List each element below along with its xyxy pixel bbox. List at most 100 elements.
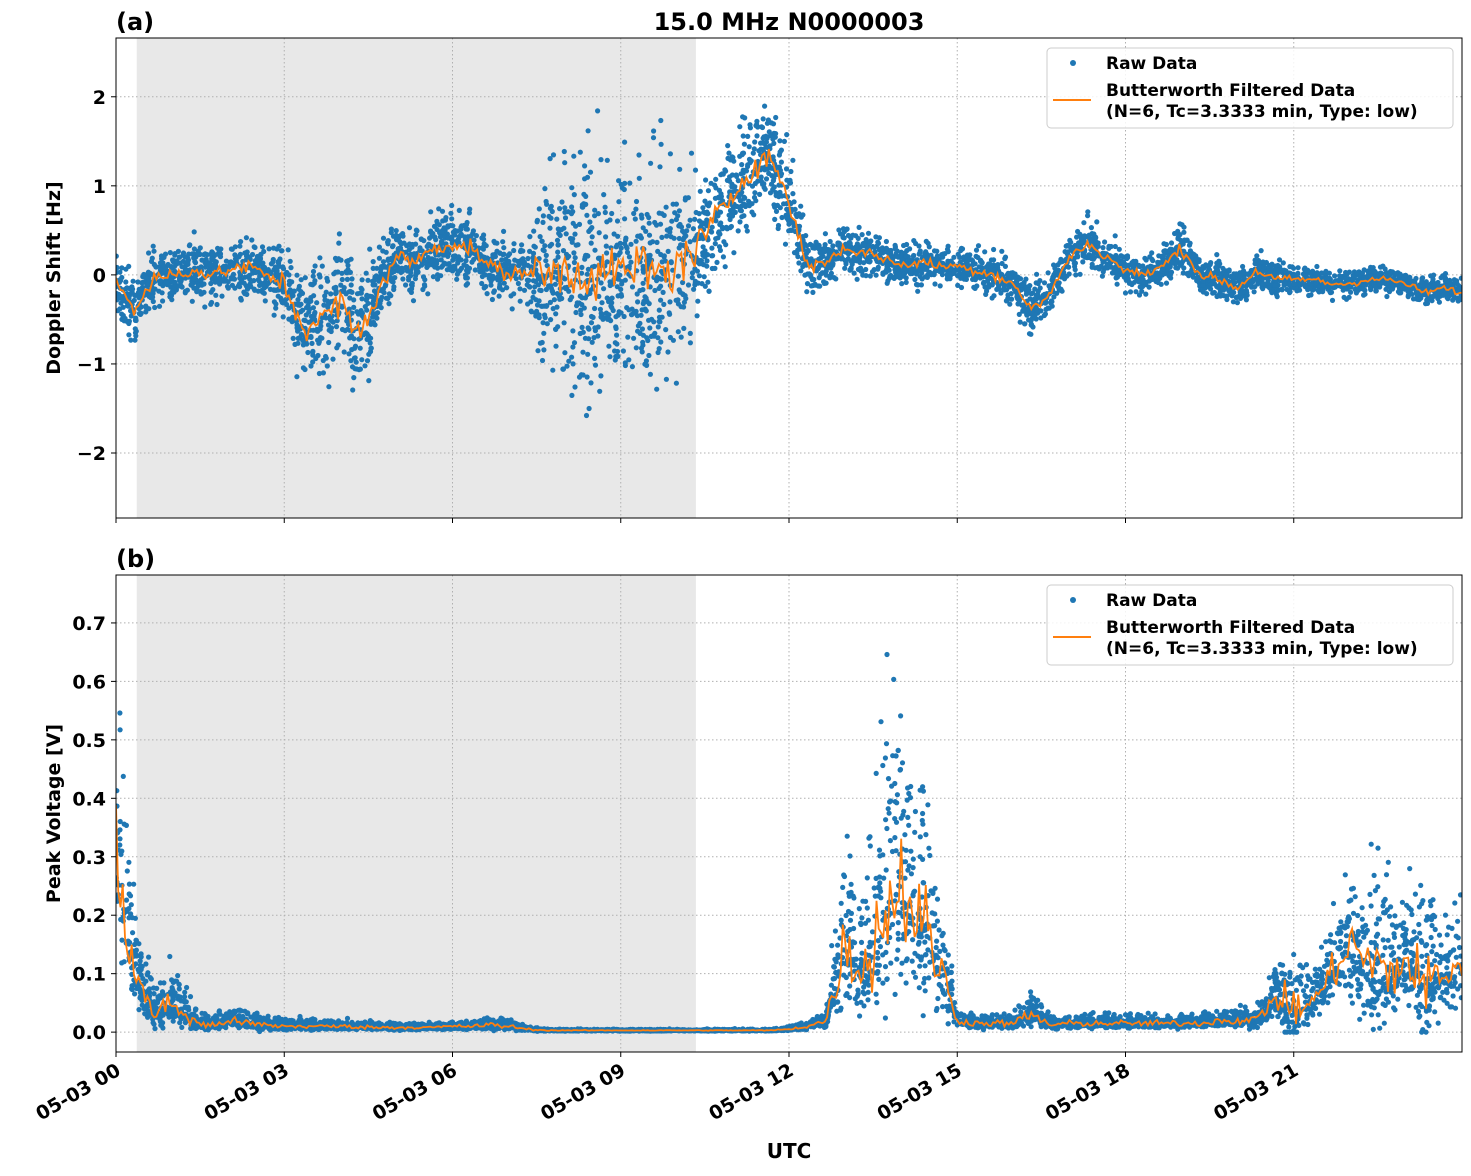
- raw-data-point: [589, 320, 594, 325]
- raw-data-point: [342, 349, 347, 354]
- raw-data-point: [631, 336, 636, 341]
- raw-data-point: [325, 363, 330, 368]
- raw-data-point: [712, 183, 717, 188]
- raw-data-point: [1101, 269, 1106, 274]
- raw-data-point: [537, 206, 542, 211]
- raw-data-point: [303, 275, 308, 280]
- raw-data-point: [586, 327, 591, 332]
- raw-data-point: [635, 299, 640, 304]
- raw-data-point: [1284, 287, 1289, 292]
- raw-data-point: [260, 261, 265, 266]
- raw-data-point: [745, 228, 750, 233]
- raw-data-point: [781, 201, 786, 206]
- raw-data-point: [885, 278, 890, 283]
- raw-data-point: [1328, 290, 1333, 295]
- raw-data-point: [765, 166, 770, 171]
- raw-data-point: [281, 314, 286, 319]
- raw-data-point: [615, 218, 620, 223]
- raw-data-point: [913, 241, 918, 246]
- raw-data-point: [634, 345, 639, 350]
- raw-data-point: [246, 255, 251, 260]
- raw-data-point: [160, 283, 165, 288]
- raw-data-point: [1083, 254, 1088, 259]
- raw-data-point: [753, 181, 758, 186]
- raw-data-point: [317, 255, 322, 260]
- raw-data-point: [828, 266, 833, 271]
- raw-data-point: [1203, 262, 1208, 267]
- raw-data-point: [595, 108, 600, 113]
- raw-data-point: [151, 244, 156, 249]
- raw-data-point: [586, 229, 591, 234]
- raw-data-point: [774, 209, 779, 214]
- raw-data-point: [260, 244, 265, 249]
- raw-data-point: [895, 254, 900, 259]
- raw-data-point: [543, 315, 548, 320]
- raw-data-point: [456, 258, 461, 263]
- raw-data-point: [563, 215, 568, 220]
- raw-data-point: [1175, 266, 1180, 271]
- raw-data-point: [1046, 283, 1051, 288]
- raw-data-point: [836, 227, 841, 232]
- raw-data-point: [823, 242, 828, 247]
- raw-data-point: [703, 177, 708, 182]
- raw-data-point: [324, 356, 329, 361]
- raw-data-point: [804, 289, 809, 294]
- raw-data-point: [868, 273, 873, 278]
- raw-data-point: [700, 205, 705, 210]
- raw-data-point: [1002, 287, 1007, 292]
- raw-data-point: [373, 312, 378, 317]
- raw-data-point: [658, 118, 663, 123]
- raw-data-point: [572, 192, 577, 197]
- raw-data-point: [370, 279, 375, 284]
- raw-data-point: [208, 302, 213, 307]
- raw-data-point: [1073, 261, 1078, 266]
- raw-data-point: [1006, 271, 1011, 276]
- raw-data-point: [730, 211, 735, 216]
- raw-data-point: [132, 338, 137, 343]
- raw-data-point: [1396, 289, 1401, 294]
- raw-data-point: [593, 328, 598, 333]
- raw-data-point: [982, 249, 987, 254]
- raw-data-point: [1038, 315, 1043, 320]
- raw-data-point: [267, 246, 272, 251]
- raw-data-point: [1161, 241, 1166, 246]
- raw-data-point: [550, 368, 555, 373]
- raw-data-point: [739, 162, 744, 167]
- raw-data-point: [1005, 292, 1010, 297]
- raw-data-point: [676, 223, 681, 228]
- raw-data-point: [1085, 209, 1090, 214]
- raw-data-point: [588, 170, 593, 175]
- raw-data-point: [782, 139, 787, 144]
- raw-data-point: [769, 182, 774, 187]
- raw-data-point: [477, 269, 482, 274]
- raw-data-point: [232, 277, 237, 282]
- raw-data-point: [737, 219, 742, 224]
- raw-data-point: [627, 254, 632, 259]
- raw-data-point: [709, 253, 714, 258]
- raw-data-point: [139, 311, 144, 316]
- raw-data-point: [377, 256, 382, 261]
- raw-data-point: [271, 246, 276, 251]
- raw-data-point: [896, 271, 901, 276]
- raw-data-point: [531, 229, 536, 234]
- raw-data-point: [184, 268, 189, 273]
- raw-data-point: [533, 310, 538, 315]
- raw-data-point: [547, 226, 552, 231]
- raw-data-point: [1080, 259, 1085, 264]
- raw-data-point: [991, 247, 996, 252]
- raw-data-point: [280, 300, 285, 305]
- raw-data-point: [790, 191, 795, 196]
- raw-data-point: [1413, 276, 1418, 281]
- raw-data-point: [1255, 278, 1260, 283]
- raw-data-point: [637, 176, 642, 181]
- raw-data-point: [709, 229, 714, 234]
- raw-data-point: [117, 294, 122, 299]
- raw-data-point: [390, 243, 395, 248]
- raw-data-point: [311, 269, 316, 274]
- raw-data-point: [506, 259, 511, 264]
- raw-data-point: [272, 313, 277, 318]
- raw-data-point: [157, 279, 162, 284]
- raw-data-point: [328, 291, 333, 296]
- raw-data-point: [398, 270, 403, 275]
- raw-data-point: [1187, 243, 1192, 248]
